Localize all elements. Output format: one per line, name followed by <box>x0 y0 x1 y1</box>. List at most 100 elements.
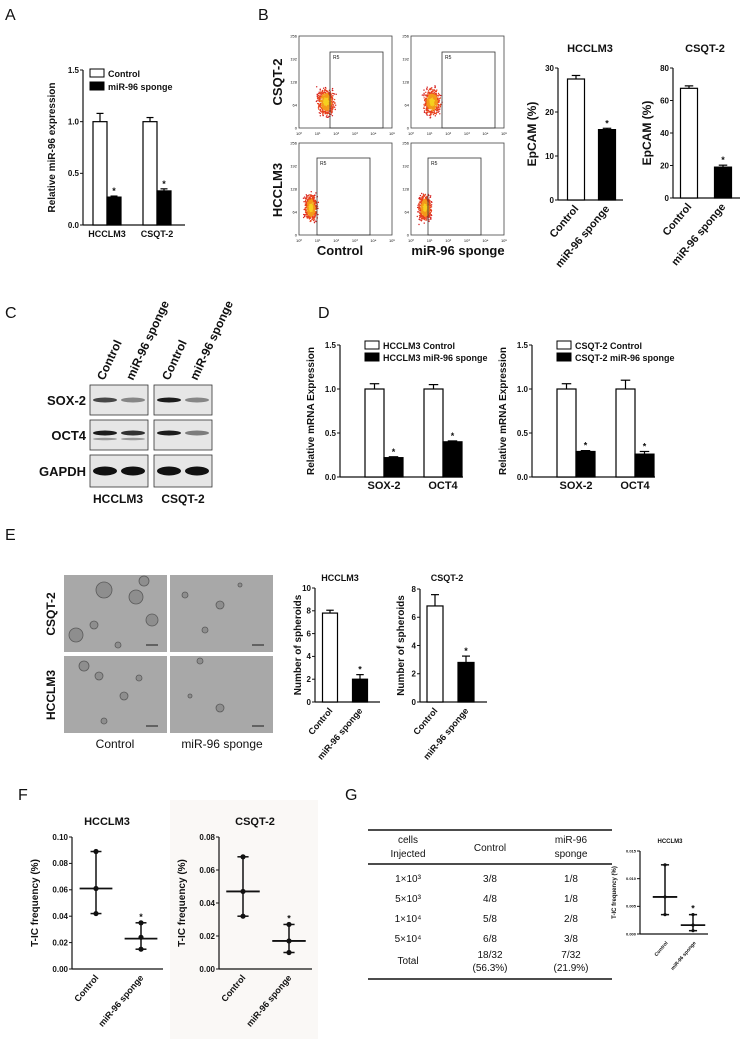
event-dot <box>313 218 316 220</box>
protein-label: OCT4 <box>51 428 86 443</box>
y-tick-label: 1.5 <box>517 341 529 350</box>
y-tick-label: 2 <box>307 675 312 684</box>
event-dot <box>302 213 305 216</box>
event-dot <box>429 213 431 215</box>
event-dot <box>305 216 308 218</box>
x-tick-label: 10⁴ <box>370 131 376 136</box>
event-dot <box>426 211 428 213</box>
event-dot <box>423 94 425 97</box>
bar <box>556 388 577 478</box>
event-dot <box>425 112 428 114</box>
event-dot <box>424 193 427 196</box>
x-tick-label: 10³ <box>464 238 470 243</box>
significance-marker: * <box>464 646 468 656</box>
event-dot <box>430 103 432 106</box>
blot-box <box>153 454 213 488</box>
event-dot <box>318 100 320 102</box>
event-dot <box>306 198 309 200</box>
y-tick-label: 0.5 <box>68 169 80 178</box>
event-dot <box>304 208 306 210</box>
event-dot <box>428 94 430 96</box>
event-dot <box>430 214 432 216</box>
event-dot <box>435 90 437 93</box>
event-dot <box>324 106 326 109</box>
chart-B-2 <box>670 67 740 199</box>
event-dot <box>327 109 330 111</box>
event-dot <box>324 96 326 98</box>
event-dot <box>305 194 308 196</box>
event-dot <box>325 103 327 105</box>
event-dot <box>331 87 334 90</box>
event-dot <box>426 109 429 112</box>
cell-line-label: CSQT-2 <box>161 492 205 506</box>
event-dot <box>422 201 424 204</box>
event-dot <box>425 201 428 204</box>
event-dot <box>430 217 432 219</box>
event-dot <box>418 203 420 205</box>
event-dot <box>325 90 328 92</box>
gate-r5 <box>427 157 482 236</box>
event-dot <box>306 211 308 214</box>
event-dot <box>427 93 429 95</box>
event-dot <box>434 85 436 87</box>
event-dot <box>432 89 434 91</box>
event-dot <box>321 89 324 92</box>
category-label: miR-96 sponge <box>553 203 612 270</box>
y-tick-label: 1.5 <box>68 66 80 75</box>
event-dot <box>312 198 315 201</box>
event-dot <box>420 208 422 210</box>
event-dot <box>427 95 430 98</box>
event-dot <box>324 111 326 113</box>
event-dot <box>312 196 315 198</box>
event-dot <box>425 212 427 215</box>
x-tick-label: 10⁴ <box>482 131 488 136</box>
event-dot <box>305 198 308 200</box>
data-point <box>286 921 292 928</box>
event-dot <box>439 108 441 110</box>
gate-label: R5 <box>333 55 340 61</box>
event-dot <box>311 210 313 212</box>
chart-E-6 <box>417 588 487 703</box>
y-tick-label: 256 <box>290 34 297 39</box>
spheroid <box>187 693 193 699</box>
bar <box>321 612 339 703</box>
chart-title: CSQT-2 <box>235 816 275 828</box>
y-tick-label: 10 <box>545 152 554 161</box>
x-tick-label: 10³ <box>464 131 470 136</box>
event-dot <box>429 88 432 91</box>
event-dot <box>423 107 426 110</box>
event-dot <box>311 212 314 214</box>
event-dot <box>319 100 322 102</box>
event-dot <box>425 198 428 200</box>
event-dot <box>315 208 317 210</box>
event-dot <box>313 221 316 224</box>
spheroid <box>128 589 144 605</box>
event-dot <box>433 107 436 110</box>
event-dot <box>430 218 432 220</box>
y-tick-label: 64 <box>293 103 298 108</box>
x-tick-label: 10³ <box>352 131 358 136</box>
y-tick-label: 8 <box>412 585 417 594</box>
event-dot <box>428 198 430 200</box>
x-tick-label: 10³ <box>352 238 358 243</box>
table-header: miR-96 <box>555 835 588 846</box>
event-dot <box>313 211 316 213</box>
table-cell: 1/8 <box>564 894 578 905</box>
x-tick-label: 10² <box>445 238 451 243</box>
event-dot <box>324 97 326 99</box>
event-dot <box>432 105 434 107</box>
x-tick-label: 10⁵ <box>389 238 395 243</box>
y-tick-label: 0 <box>412 698 417 707</box>
event-dot <box>435 107 438 109</box>
y-tick-label: 20 <box>545 108 554 117</box>
event-dot <box>423 89 425 91</box>
event-dot <box>313 194 316 197</box>
event-dot <box>432 113 435 116</box>
table-cell: 4/8 <box>483 894 497 905</box>
table-cell: Total <box>397 956 418 967</box>
event-dot <box>319 103 322 106</box>
event-dot <box>423 211 425 213</box>
blot-box <box>89 419 149 451</box>
bar <box>364 388 385 478</box>
event-dot <box>436 108 439 110</box>
